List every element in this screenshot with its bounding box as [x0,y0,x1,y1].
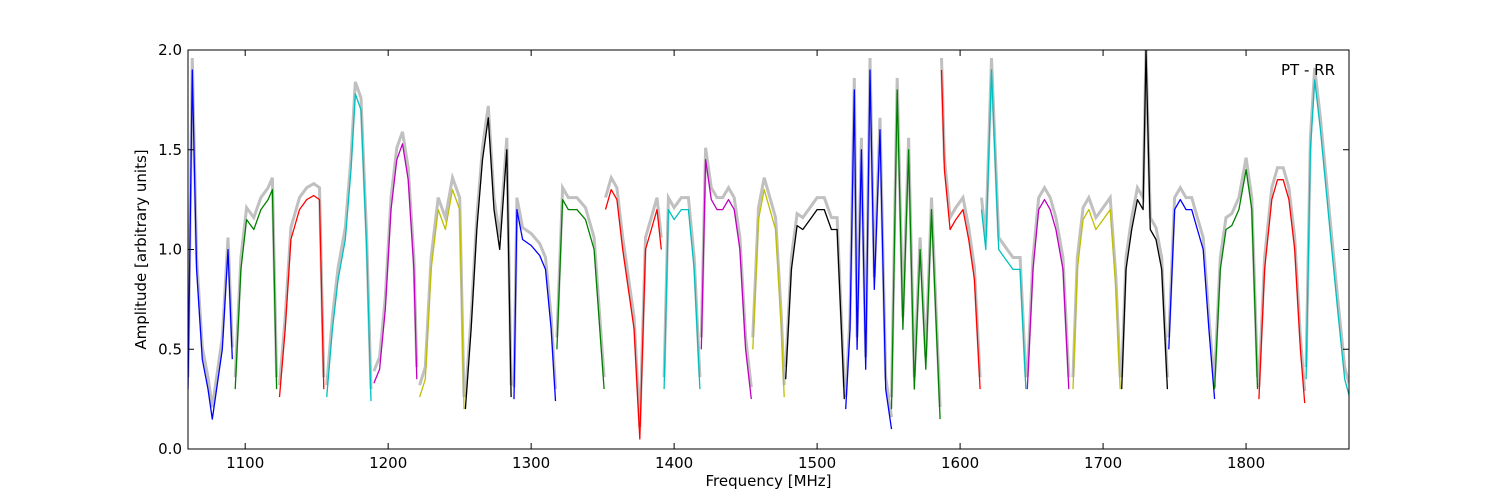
background-trace-1 [188,57,234,408]
series-line-8 [513,208,557,402]
background-trace-25 [1304,67,1349,384]
series-line-20 [1072,208,1121,390]
background-trace-3 [278,181,326,386]
x-tick-label: 1400 [655,454,693,472]
series-line-11 [663,208,701,390]
background-trace-10 [604,173,663,428]
series-line-5 [373,143,418,384]
series-line-22 [1168,198,1216,400]
x-tick-label: 1500 [798,454,836,472]
series-line-18 [980,69,1027,390]
background-trace-layer [188,50,1349,428]
background-trace-23 [1213,157,1259,378]
series-line-17 [940,69,981,390]
series-line-2 [234,188,278,390]
series-line-3 [278,194,325,398]
y-tick-label: 1.0 [158,241,182,259]
y-axis-label: Amplitude [arbitrary units] [132,149,150,349]
series-line-12 [700,159,752,400]
background-trace-20 [1071,193,1122,378]
background-trace-2 [233,177,279,378]
series-line-4 [326,93,372,402]
series-layer [188,50,1349,440]
series-line-10 [604,188,662,440]
x-tick-label: 1100 [226,454,264,472]
background-trace-4 [325,81,373,390]
y-tick-label: 0.0 [158,440,182,458]
series-line-15 [845,69,893,430]
series-line-6 [418,188,465,410]
background-trace-24 [1257,166,1307,392]
x-tick-label: 1800 [1227,454,1265,472]
background-trace-19 [1025,184,1071,378]
y-tick-label: 2.0 [158,41,182,59]
background-trace-12 [699,147,753,388]
series-line-14 [785,208,845,400]
series-line-9 [556,198,605,390]
background-trace-18 [980,57,1028,378]
x-tick-label: 1700 [1084,454,1122,472]
x-axis-label: Frequency [MHz] [705,472,831,490]
background-trace-22 [1167,184,1217,388]
series-line-7 [464,117,512,410]
x-tick-label: 1600 [941,454,979,472]
background-trace-17 [940,57,982,378]
background-trace-14 [784,196,846,388]
background-trace-8 [512,197,557,390]
series-line-23 [1213,169,1259,390]
series-line-19 [1026,198,1070,390]
background-trace-7 [463,105,513,398]
background-trace-11 [662,192,702,378]
y-tick-label: 0.5 [158,340,182,358]
series-line-13 [752,188,785,398]
background-trace-13 [751,177,786,386]
series-line-24 [1258,179,1306,404]
background-trace-9 [555,182,606,378]
series-line-16 [890,89,941,420]
x-tick-label: 1200 [369,454,407,472]
x-tick-label: 1300 [512,454,550,472]
y-tick-label: 1.5 [158,141,182,159]
series-line-25 [1305,79,1349,396]
series-line-1 [188,69,233,420]
ticks-layer: 1100 1200 1300 1400 1500 1600 1700 1800 0.0 0.5 1.… [158,41,1349,472]
panel-annotation: PT - RR [1281,61,1335,79]
series-line-21 [1121,50,1169,390]
background-trace-5 [372,131,419,372]
